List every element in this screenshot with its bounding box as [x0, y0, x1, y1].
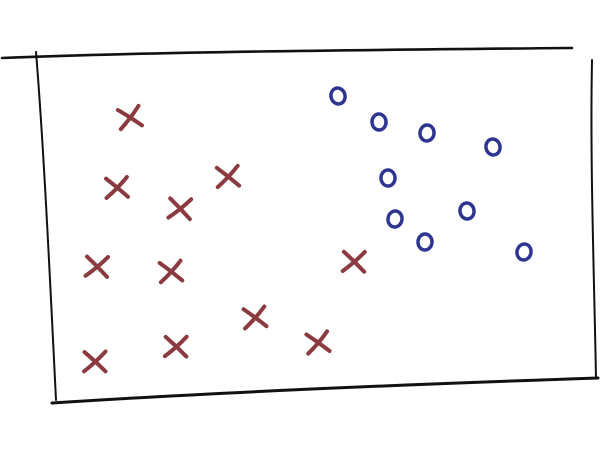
- cross-mark: [157, 258, 185, 285]
- frame-bottom-edge: [50, 376, 600, 405]
- circles-layer: [329, 86, 533, 262]
- cross-mark: [241, 304, 269, 331]
- frame-right-edge: [590, 59, 597, 379]
- cross-mark: [115, 103, 144, 132]
- circle-mark: [416, 232, 434, 252]
- circle-mark: [329, 86, 347, 106]
- circle-mark: [379, 168, 397, 188]
- circle-mark: [370, 112, 388, 132]
- frame-left-edge: [35, 51, 57, 401]
- cross-mark: [104, 175, 130, 200]
- cross-mark: [214, 163, 242, 190]
- frame: [0, 46, 600, 405]
- frame-top-edge: [0, 46, 574, 60]
- circle-mark: [418, 123, 436, 143]
- cross-mark: [340, 249, 367, 274]
- cross-mark: [83, 254, 110, 279]
- circle-mark: [484, 137, 502, 157]
- crosses-layer: [82, 103, 367, 374]
- cross-mark: [82, 349, 108, 374]
- cross-mark: [162, 334, 189, 359]
- cross-mark: [304, 329, 332, 356]
- cross-mark: [166, 196, 194, 222]
- circle-mark: [458, 201, 476, 221]
- circle-mark: [386, 209, 404, 229]
- circle-mark: [515, 242, 533, 262]
